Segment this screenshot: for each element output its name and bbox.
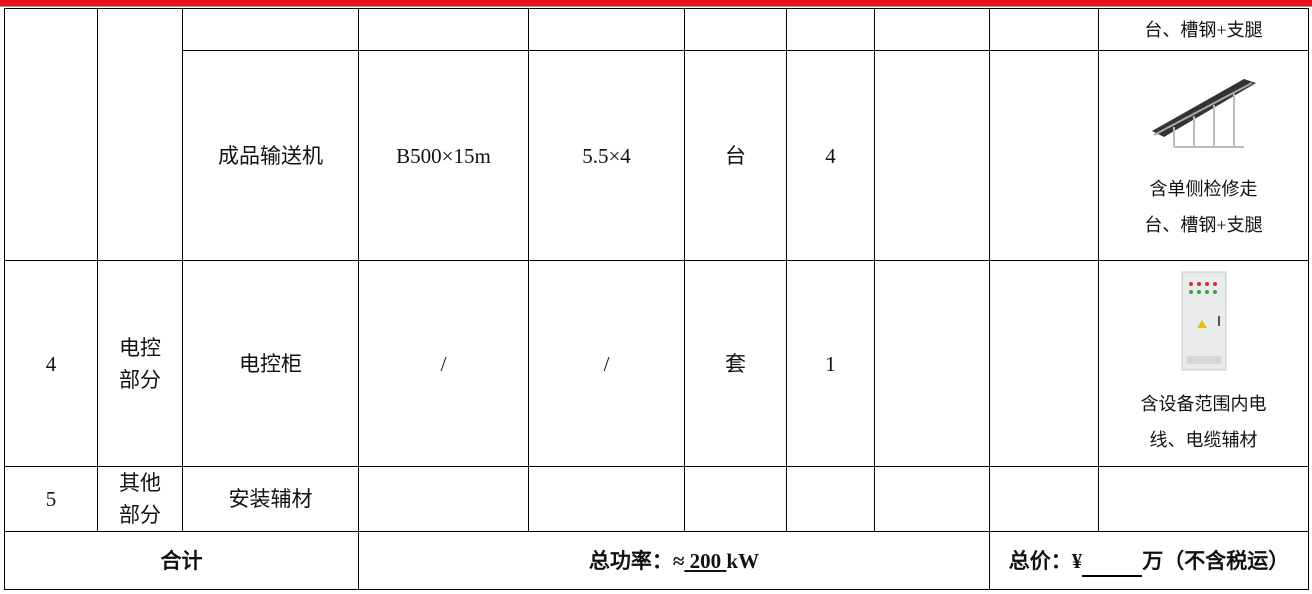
cell <box>874 260 990 467</box>
remark-line: 含设备范围内电 <box>1140 393 1267 414</box>
cell <box>684 8 787 51</box>
total-power: 总功率：≈ 200 kW <box>358 531 990 590</box>
cell <box>4 8 98 261</box>
total-label: 合计 <box>4 531 359 590</box>
conveyor-image <box>1151 78 1256 148</box>
total-row: 合计 总功率：≈ 200 kW 总价：¥ 万（不含税运） <box>4 531 1309 590</box>
cell <box>989 466 1099 532</box>
cell <box>786 8 875 51</box>
row: 成品输送机 B500×15m 5.5×4 台 4 含单侧检修走 台、槽钢+支腿 <box>5 50 1309 261</box>
power: 5.5×4 <box>528 50 685 261</box>
qty: 4 <box>786 50 875 261</box>
remark: 含设备范围内电 线、电缆辅材 <box>1098 260 1309 467</box>
price-prefix: 总价：¥ <box>1008 548 1083 573</box>
remark: 台、槽钢+支腿 <box>1098 8 1309 51</box>
unit: 台 <box>684 50 787 261</box>
cell <box>1098 466 1309 532</box>
category-line: 电控 <box>119 335 161 360</box>
power-value: 200 <box>684 549 726 573</box>
row: 台、槽钢+支腿 <box>4 8 1309 261</box>
remark-line: 台、槽钢+支腿 <box>1144 214 1263 235</box>
cell <box>528 466 685 532</box>
unit: 套 <box>684 260 787 467</box>
cell <box>97 8 183 261</box>
cell <box>358 8 529 51</box>
category-line: 部分 <box>119 367 161 392</box>
remark-line: 台、槽钢+支腿 <box>1144 19 1263 40</box>
price-suffix: 万（不含税运） <box>1142 548 1290 573</box>
price-blank <box>1082 553 1143 577</box>
cell <box>358 466 529 532</box>
category: 其他 部分 <box>97 466 183 532</box>
qty: 1 <box>786 260 875 467</box>
power-number: 200 <box>689 548 722 573</box>
no: 5 <box>4 466 98 532</box>
equipment-table: 台、槽钢+支腿 成品输送机 B500×15m 5.5×4 台 4 含单侧检修走 … <box>4 8 1309 590</box>
cell <box>874 466 990 532</box>
spec: B500×15m <box>358 50 529 261</box>
name: 成品输送机 <box>182 50 359 261</box>
cell <box>874 8 990 51</box>
remark-line: 含单侧检修走 <box>1149 178 1258 199</box>
category: 电控 部分 <box>97 260 183 467</box>
category-line: 其他 <box>119 471 161 495</box>
cell <box>786 466 875 532</box>
remark-line: 线、电缆辅材 <box>1149 429 1258 450</box>
cell <box>989 8 1099 51</box>
cell <box>989 260 1099 467</box>
no: 4 <box>4 260 98 467</box>
cell <box>182 8 359 51</box>
power-unit: kW <box>726 548 760 573</box>
name: 电控柜 <box>182 260 359 467</box>
cell <box>684 466 787 532</box>
cabinet-image <box>1181 271 1226 370</box>
total-price: 总价：¥ 万（不含税运） <box>989 531 1309 590</box>
row: 5 其他部分 安装辅材 <box>4 466 1309 532</box>
cell <box>874 50 990 261</box>
name: 安装辅材 <box>182 466 359 532</box>
cell <box>989 50 1099 261</box>
spec: / <box>358 260 529 467</box>
power-prefix: 总功率：≈ <box>588 548 685 573</box>
cell <box>528 8 685 51</box>
category-line: 部分 <box>119 503 161 527</box>
row: 4 电控部分 电控柜 / / 套 1 含设备范围内电 线、电缆辅材 <box>4 260 1309 467</box>
power: / <box>528 260 685 467</box>
remark: 含单侧检修走 台、槽钢+支腿 <box>1098 50 1309 261</box>
header-rule <box>0 0 1312 7</box>
